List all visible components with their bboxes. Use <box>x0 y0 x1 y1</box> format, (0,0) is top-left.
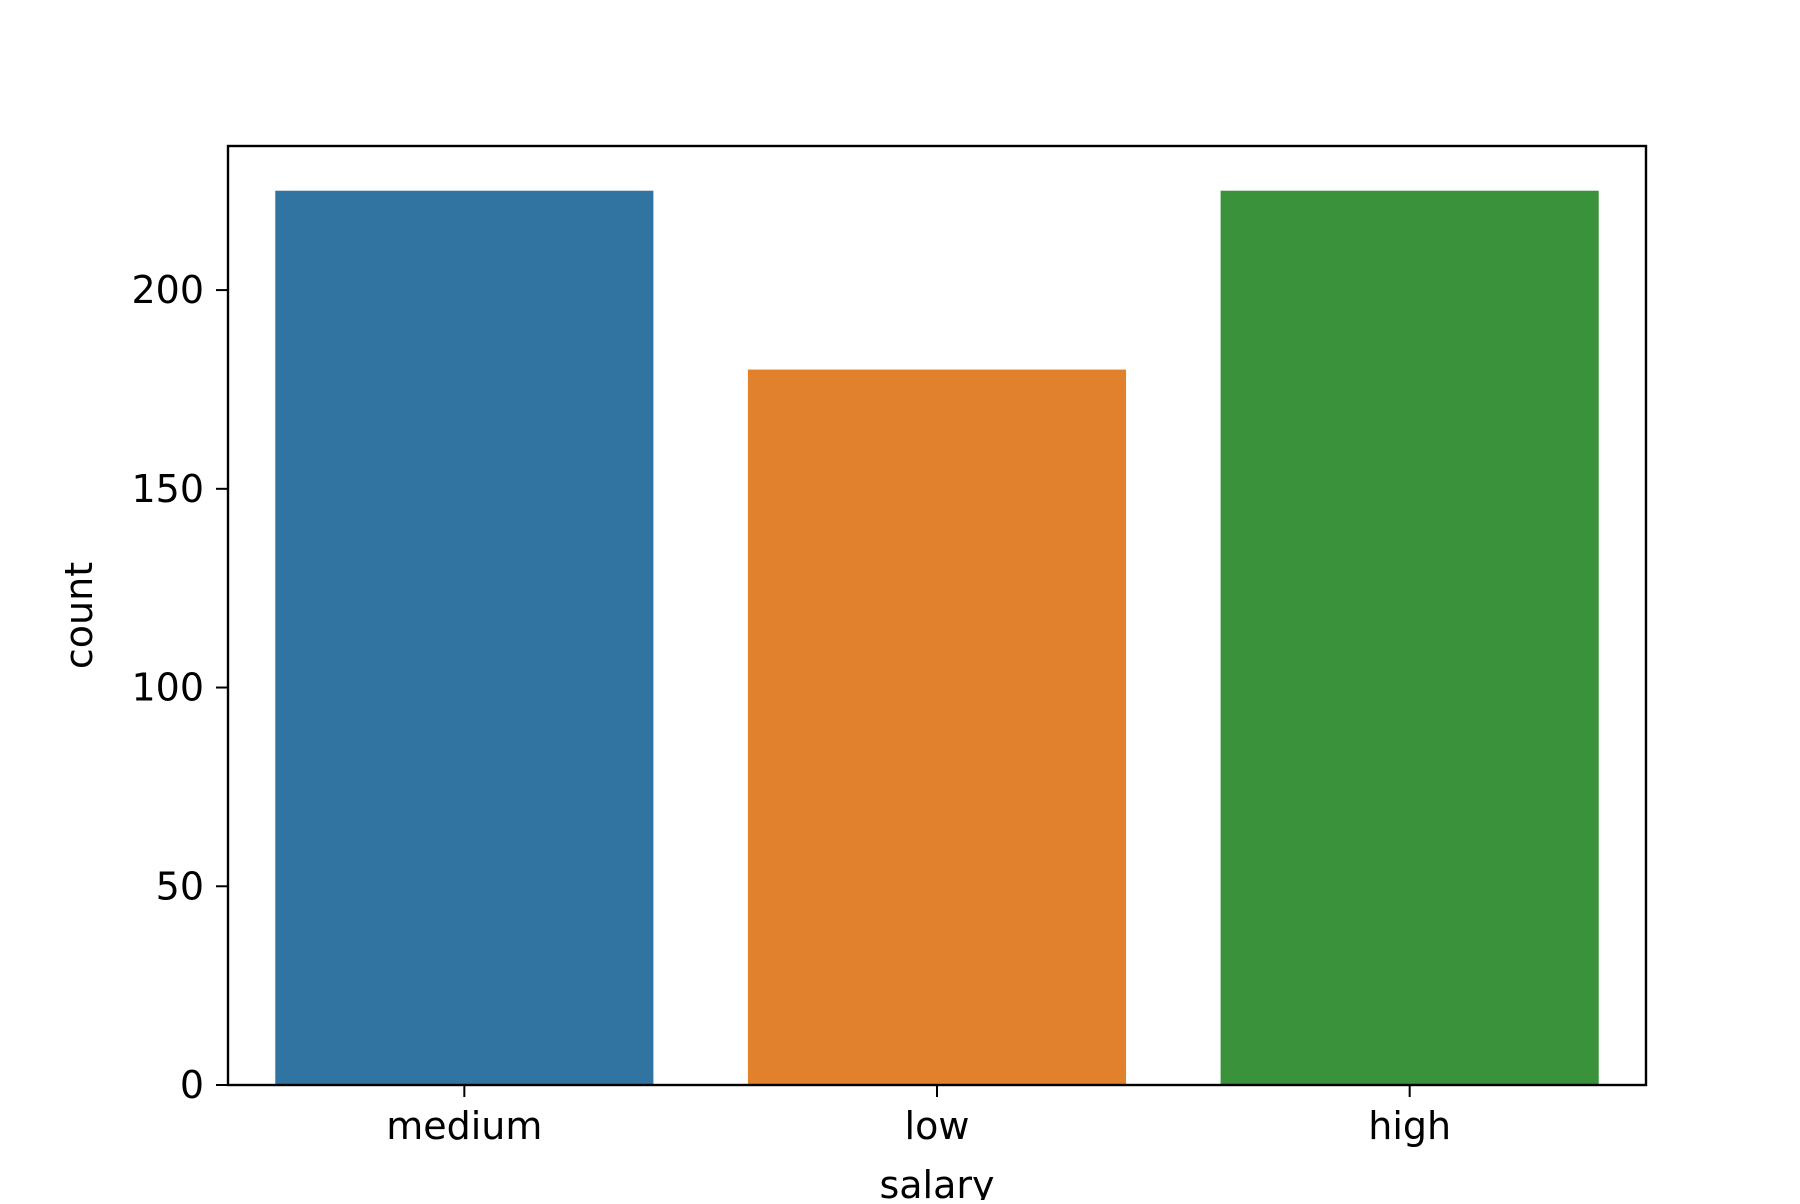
y-tick-label: 150 <box>131 467 204 511</box>
x-tick-label-medium: medium <box>386 1104 542 1148</box>
x-tick-label-low: low <box>905 1104 970 1148</box>
x-tick-label-high: high <box>1368 1104 1451 1148</box>
bars-layer <box>275 190 1599 1085</box>
y-tick-label: 0 <box>180 1063 204 1107</box>
x-axis-ticks: medium low high <box>386 1085 1451 1148</box>
y-tick-label: 50 <box>156 864 204 908</box>
bar-low <box>747 369 1127 1085</box>
bar-medium <box>275 190 654 1085</box>
plot-frame <box>226 144 1648 1087</box>
x-axis-label: salary <box>879 1163 994 1200</box>
y-axis-ticks: 0 50 100 150 200 <box>131 268 228 1107</box>
y-tick-label: 100 <box>131 666 204 710</box>
y-tick-label: 200 <box>131 268 204 312</box>
y-axis-label: count <box>57 562 101 669</box>
bar-high <box>1220 190 1599 1085</box>
